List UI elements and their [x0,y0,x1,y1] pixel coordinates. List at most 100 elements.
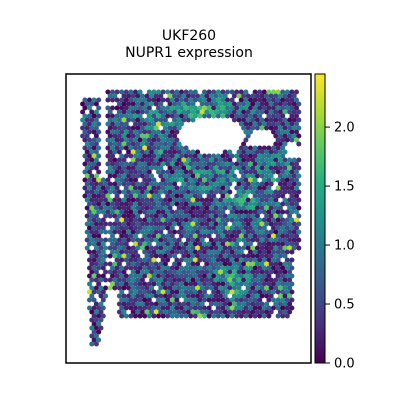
spot [238,257,244,263]
spot [158,165,164,171]
spot [121,269,127,275]
spot [241,309,247,315]
spot [112,205,118,211]
spot [202,97,207,103]
spot [160,97,166,103]
spot [215,217,221,223]
spot [282,149,288,155]
spot [121,109,127,115]
spot [229,153,235,159]
spot [185,181,191,187]
spot [261,201,267,207]
spot [93,181,99,187]
spot [151,145,157,151]
spot [142,209,148,215]
spot [169,113,175,119]
spot [254,117,260,123]
spot [238,305,244,311]
spot [119,129,125,135]
spot [183,193,189,199]
spot [181,101,187,107]
spot [107,133,113,139]
spot [280,113,286,119]
spot [289,265,295,271]
spot [280,137,286,143]
spot [123,249,129,255]
spot [225,161,230,167]
spot [254,125,260,131]
spot [114,201,120,207]
spot [254,309,260,315]
spot [238,217,244,223]
spot [133,313,138,319]
spot [84,149,90,155]
spot [268,253,274,259]
spot [179,161,184,167]
spot [252,185,258,191]
spot [268,181,274,187]
spot [202,233,207,239]
spot [167,173,173,179]
spot [112,229,118,235]
spot [126,197,132,203]
spot [192,273,198,279]
spot [137,265,143,271]
spot [243,113,249,119]
spot [167,109,173,115]
spot [87,265,92,271]
spot [215,177,221,183]
spot [195,245,201,251]
spot [213,157,219,163]
spot [165,185,171,191]
spot [135,93,141,99]
spot [188,233,194,239]
spot [116,205,122,211]
spot [220,257,226,263]
spot [176,165,182,171]
spot [179,169,184,175]
spot [289,233,295,239]
spot [208,285,214,291]
spot [213,293,219,299]
spot [271,249,276,255]
spot [176,141,182,147]
spot [128,129,134,135]
spot [91,97,97,103]
spot [167,205,173,211]
spot [110,273,115,279]
spot [119,105,125,111]
spot [151,161,157,167]
spot [257,241,263,247]
spot [84,101,90,107]
spot [96,273,102,279]
spot [123,193,129,199]
spot [151,313,157,319]
spot [121,93,127,99]
spot [277,149,283,155]
spot [153,149,159,155]
spot [245,117,251,123]
spot [181,93,187,99]
spot [287,301,293,307]
spot [236,253,242,259]
spot [87,137,92,143]
spot [211,297,217,303]
spot [234,305,240,311]
spot [252,257,258,263]
spot [215,185,221,191]
spot [146,129,152,135]
spot [268,189,274,195]
colorbar [314,73,326,364]
spot [188,225,194,231]
spot [202,305,207,311]
spot [179,273,184,279]
spot [259,197,265,203]
spot [96,209,102,215]
spot [183,313,189,319]
spot [146,225,152,231]
spot [105,161,111,167]
spot [89,253,95,259]
spot [222,173,228,179]
spot [165,233,171,239]
spot [146,121,152,127]
